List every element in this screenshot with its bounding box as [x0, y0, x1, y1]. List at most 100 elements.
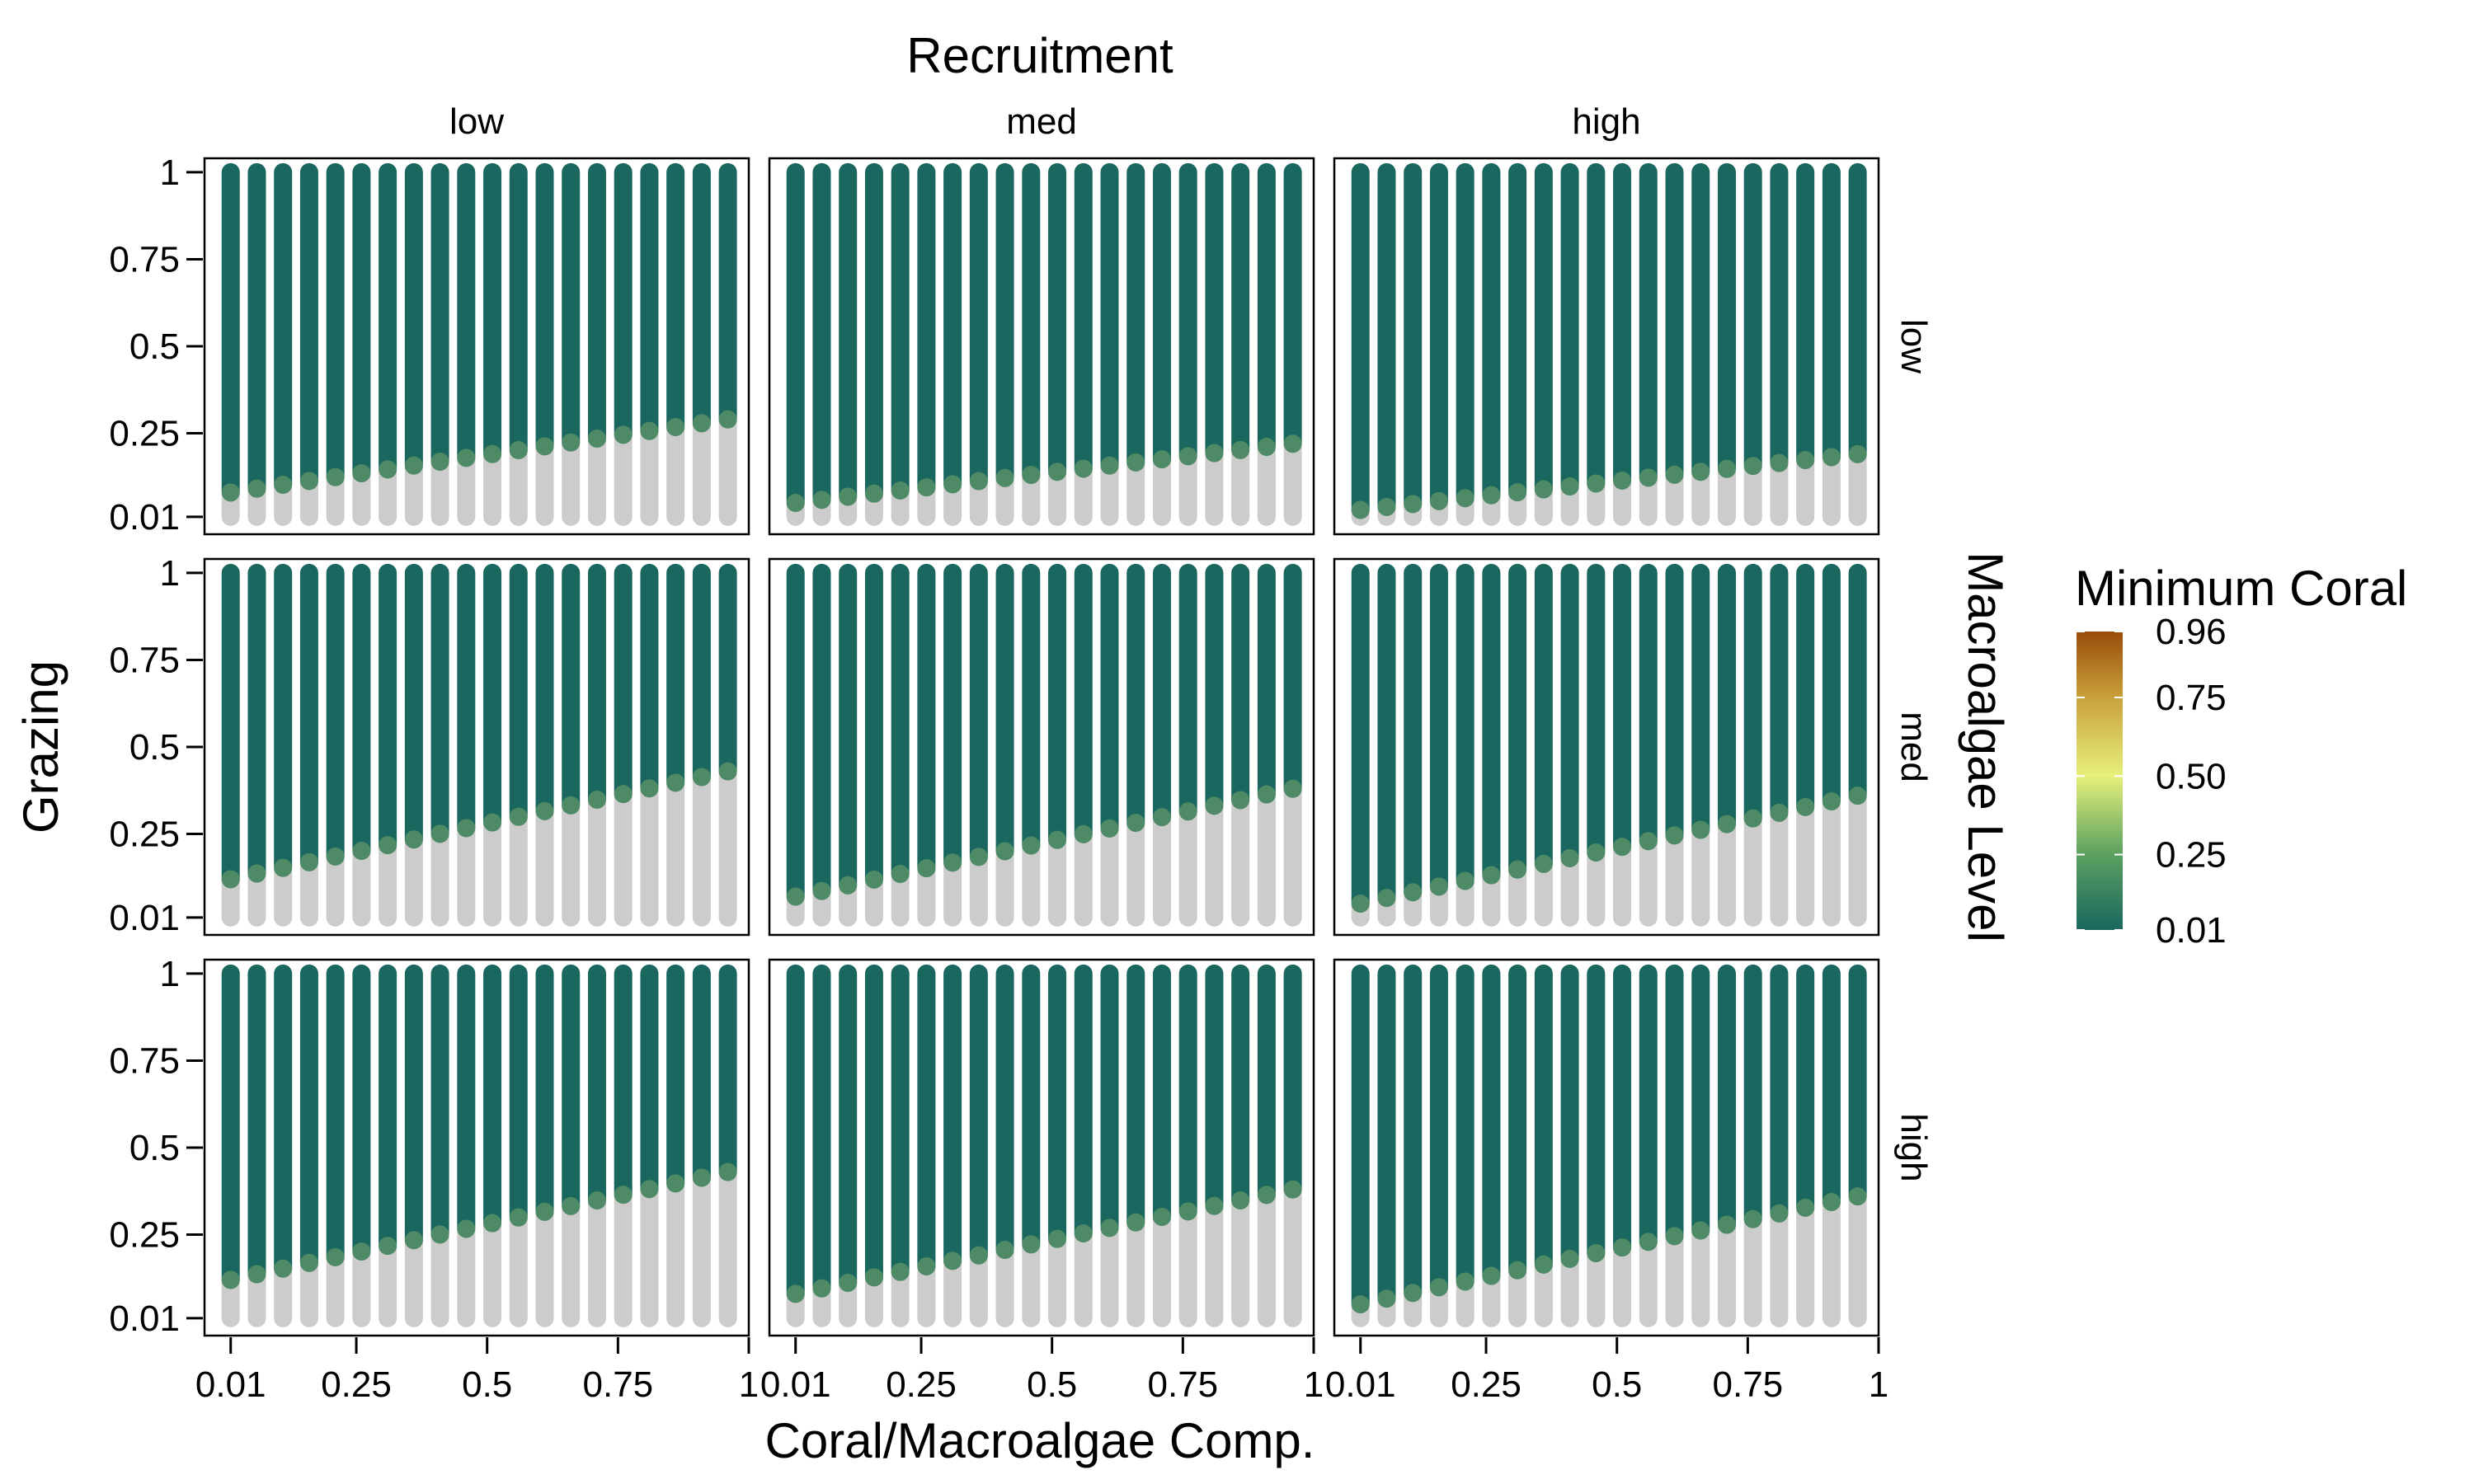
threshold-point: [1613, 471, 1632, 490]
threshold-point: [562, 433, 581, 452]
data-point-column: [562, 563, 581, 815]
threshold-point: [1796, 797, 1815, 816]
no-data-column: [666, 773, 685, 927]
threshold-point: [1796, 1198, 1815, 1217]
data-point-column: [1508, 964, 1527, 1280]
threshold-point: [614, 785, 633, 804]
no-data-column: [352, 1242, 371, 1327]
data-point-column: [1231, 162, 1250, 459]
data-point-column: [1429, 162, 1448, 510]
threshold-point: [1639, 832, 1658, 851]
no-data-column: [1613, 838, 1632, 927]
data-point-column: [891, 964, 910, 1281]
data-point-column: [1404, 563, 1423, 902]
no-data-column: [562, 433, 581, 526]
threshold-point: [786, 887, 805, 906]
facet-panel-med-high: [1333, 557, 1880, 937]
no-data-column: [562, 796, 581, 927]
threshold-point: [1231, 440, 1250, 459]
no-data-column: [1743, 809, 1762, 927]
legend-colorbar: [2077, 632, 2123, 930]
x-tick-label: 0.25: [886, 1364, 957, 1405]
data-point-column: [1074, 964, 1093, 1242]
data-point-column: [457, 964, 476, 1238]
data-point-column: [917, 964, 936, 1275]
no-data-column: [1048, 1229, 1067, 1327]
threshold-point: [430, 453, 449, 471]
data-point-column: [1048, 162, 1067, 481]
threshold-point: [274, 476, 293, 494]
no-data-column: [535, 1202, 554, 1327]
no-data-column: [430, 453, 449, 526]
threshold-point: [1587, 474, 1606, 493]
data-point-column: [274, 162, 293, 494]
no-data-column: [943, 1252, 962, 1327]
threshold-point: [969, 848, 988, 866]
no-data-column: [535, 437, 554, 526]
threshold-point: [562, 796, 581, 815]
data-point-column: [1717, 162, 1736, 478]
threshold-point: [1587, 1244, 1606, 1262]
no-data-column: [509, 807, 528, 927]
data-point-column: [1560, 563, 1579, 867]
data-point-column: [1639, 162, 1658, 487]
y-tick-label: 0.25: [109, 815, 180, 855]
data-point-column: [1283, 162, 1302, 453]
data-point-column: [666, 563, 685, 792]
col-strip-label-high: high: [1572, 101, 1640, 142]
threshold-point: [1404, 883, 1423, 902]
legend-ticks: 0.96 0.75 0.50 0.25 0.01: [2077, 612, 2227, 951]
threshold-point: [1377, 889, 1396, 908]
threshold-point: [1482, 866, 1501, 885]
threshold-point: [352, 464, 371, 482]
data-point-column: [1639, 563, 1658, 851]
threshold-point: [864, 484, 883, 503]
threshold-point: [1587, 843, 1606, 862]
no-data-column: [1587, 843, 1606, 927]
facet-panel-med-low: [203, 557, 750, 937]
no-data-column: [430, 824, 449, 927]
threshold-point: [1822, 1193, 1841, 1211]
threshold-point: [640, 1180, 659, 1199]
data-point-column: [352, 162, 371, 482]
threshold-point: [1508, 483, 1527, 502]
x-tick-label: 1: [1304, 1364, 1324, 1405]
chart-title: Recruitment: [906, 28, 1174, 83]
no-data-column: [1126, 1213, 1145, 1327]
threshold-point: [483, 444, 502, 463]
threshold-point: [299, 1253, 318, 1272]
data-point-column: [1743, 162, 1762, 476]
data-point-column: [299, 162, 318, 491]
legend-tick-label: 0.25: [2156, 835, 2227, 876]
data-point-column: [1482, 162, 1501, 505]
data-point-column: [1404, 162, 1423, 514]
data-point-column: [1560, 964, 1579, 1268]
legend-title: Minimum Coral: [2075, 561, 2407, 616]
data-point-column: [1231, 563, 1250, 810]
data-point-column: [640, 563, 659, 798]
data-point-column: [379, 162, 397, 479]
threshold-point: [692, 1168, 711, 1187]
no-data-column: [692, 1168, 711, 1327]
data-point-column: [666, 964, 685, 1193]
data-point-column: [1743, 964, 1762, 1228]
y-tick-label: 0.01: [109, 497, 180, 538]
data-point-column: [839, 162, 858, 506]
threshold-point: [1508, 860, 1527, 879]
no-data-column: [1743, 1209, 1762, 1327]
threshold-point: [1770, 453, 1789, 472]
y-tick-label: 0.75: [109, 1040, 180, 1081]
data-point-column: [1613, 162, 1632, 490]
data-point-column: [1048, 563, 1067, 849]
threshold-point: [839, 1274, 858, 1292]
y-tick-label: 0.01: [109, 898, 180, 938]
threshold-point: [786, 1284, 805, 1303]
data-point-column: [1848, 563, 1867, 805]
strips-layer: low med high low med high: [449, 101, 1934, 1182]
threshold-point: [1508, 1261, 1527, 1280]
threshold-point: [326, 1247, 345, 1266]
threshold-point: [1074, 1224, 1093, 1242]
facet-panel-low-high: [1333, 157, 1880, 536]
panel-frame: [203, 157, 750, 536]
threshold-point: [1717, 459, 1736, 478]
